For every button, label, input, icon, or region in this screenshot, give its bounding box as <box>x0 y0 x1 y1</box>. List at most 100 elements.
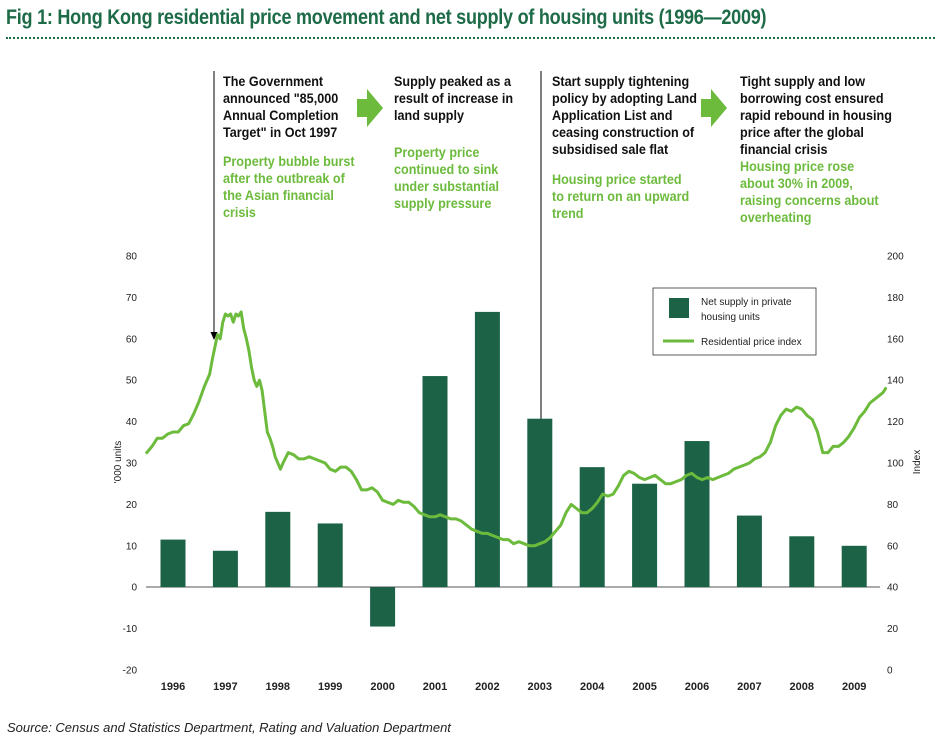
year-label-2000: 2000 <box>370 681 394 693</box>
callout-arrowhead-icon <box>210 332 218 340</box>
legend-bar-label: housing units <box>701 312 760 323</box>
annotation-2: Supply peaked as a result of increase in… <box>394 73 513 212</box>
bar-2008 <box>789 536 815 588</box>
left-tick-label: 20 <box>126 500 138 511</box>
annotation-2-black: Supply peaked as a result of increase in… <box>394 73 513 124</box>
right-arrow-icon <box>357 89 383 127</box>
annotation-line: crisis <box>223 204 256 220</box>
legend: Net supply in private housing units Resi… <box>652 287 817 356</box>
bar-2000 <box>370 587 396 627</box>
annotation-line: about 30% in 2009, <box>740 175 853 191</box>
right-axis-title: Index <box>912 450 923 474</box>
annotation-line: Start supply tightening <box>552 73 690 89</box>
annotation-line: Housing price rose <box>740 158 855 174</box>
bar-1996 <box>160 539 186 588</box>
left-tick-label: 60 <box>126 334 138 345</box>
right-tick-label: 120 <box>887 417 904 428</box>
chart-title: Fig 1: Hong Kong residential price movem… <box>6 6 767 29</box>
right-tick-label: 60 <box>887 541 899 552</box>
x-axis: 1996 1997 1998 1999 2000 2001 2002 2003 2004 2005… <box>161 681 867 693</box>
annotation-line: Annual Completion <box>223 107 339 123</box>
year-label-1996: 1996 <box>161 681 185 693</box>
annotation-line: overheating <box>740 209 812 225</box>
left-tick-label: 40 <box>126 417 138 428</box>
year-label-2006: 2006 <box>685 681 709 693</box>
annotation-2-green: Property price continued to sink under s… <box>394 144 513 212</box>
bar-2001 <box>422 376 448 588</box>
year-label-2005: 2005 <box>632 681 656 693</box>
annotation-line: rapid rebound in housing <box>740 107 892 123</box>
bar-2009 <box>841 545 867 588</box>
year-label-1997: 1997 <box>213 681 237 693</box>
annotation-line: after the outbreak of <box>223 170 345 186</box>
right-tick-label: 40 <box>887 583 899 594</box>
annotation-3-black: Start supply tightening policy by adopti… <box>552 73 697 158</box>
annotation-line: ceasing construction of <box>552 124 695 140</box>
legend-bar-label: Net supply in private <box>701 297 792 308</box>
right-tick-label: 0 <box>887 666 893 677</box>
bar-2007 <box>736 515 762 588</box>
right-tick-label: 80 <box>887 500 899 511</box>
bar-2003 <box>527 418 553 588</box>
annotation-line: the Asian financial <box>223 187 334 203</box>
left-tick-label: 30 <box>126 459 138 470</box>
annotation-line: Property bubble burst <box>223 153 355 169</box>
right-tick-label: 100 <box>887 459 904 470</box>
year-label-2008: 2008 <box>790 681 814 693</box>
year-label-2009: 2009 <box>842 681 866 693</box>
left-tick-label: 50 <box>126 376 138 387</box>
annotation-line: Supply peaked as a <box>394 73 511 89</box>
annotation-3-green: Housing price started to return on an up… <box>552 171 697 222</box>
bar-2002 <box>474 311 500 588</box>
annotation-4: Tight supply and low borrowing cost ensu… <box>740 73 892 226</box>
bar-2004 <box>579 467 605 588</box>
bar-1999 <box>317 523 343 588</box>
year-label-1998: 1998 <box>266 681 290 693</box>
year-label-2003: 2003 <box>528 681 552 693</box>
year-label-1999: 1999 <box>318 681 342 693</box>
right-tick-label: 160 <box>887 334 904 345</box>
bars-layer <box>160 311 867 627</box>
annotation-line: Housing price started <box>552 171 682 187</box>
annotation-line: land supply <box>394 107 465 123</box>
left-tick-label: 80 <box>126 252 138 263</box>
annotation-line: borrowing cost ensured <box>740 90 884 106</box>
arrows-layer <box>357 89 727 127</box>
right-tick-label: 140 <box>887 376 904 387</box>
bar-1998 <box>265 511 291 588</box>
annotation-1-black: The Government announced "85,000 Annual … <box>223 73 355 141</box>
legend-line-label: Residential price index <box>701 337 802 348</box>
annotation-line: Tight supply and low <box>740 73 866 89</box>
annotation-4-black: Tight supply and low borrowing cost ensu… <box>740 73 892 158</box>
left-tick-label: 10 <box>126 541 138 552</box>
annotation-3: Start supply tightening policy by adopti… <box>552 73 697 222</box>
left-tick-label: 70 <box>126 293 138 304</box>
annotation-line: Application List and <box>552 107 673 123</box>
annotation-line: continued to sink <box>394 161 499 177</box>
left-tick-label: -10 <box>123 624 138 635</box>
title-divider <box>6 37 935 39</box>
price-index-line <box>145 310 888 548</box>
annotation-line: The Government <box>223 73 324 89</box>
bar-1997 <box>212 550 238 588</box>
annotation-line: raising concerns about <box>740 192 879 208</box>
annotation-line: result of increase in <box>394 90 514 106</box>
left-axis: '000 units 80 70 60 50 40 30 20 10 0 -10 -20 <box>113 252 137 677</box>
annotation-line: trend <box>552 205 584 221</box>
source-note: Source: Census and Statistics Department… <box>7 720 451 735</box>
left-axis-title: '000 units <box>113 441 124 484</box>
annotation-4-green: Housing price rose about 30% in 2009, ra… <box>740 158 892 226</box>
right-arrow-icon <box>701 89 727 127</box>
annotation-line: financial crisis <box>740 141 828 157</box>
annotation-line: price after the global <box>740 124 864 140</box>
right-tick-label: 20 <box>887 624 899 635</box>
year-label-2004: 2004 <box>580 681 605 693</box>
year-label-2001: 2001 <box>423 681 447 693</box>
year-label-2007: 2007 <box>737 681 761 693</box>
annotation-line: supply pressure <box>394 195 492 211</box>
annotation-line: Property price <box>394 144 480 160</box>
right-tick-label: 180 <box>887 293 904 304</box>
right-tick-label: 200 <box>887 252 904 263</box>
